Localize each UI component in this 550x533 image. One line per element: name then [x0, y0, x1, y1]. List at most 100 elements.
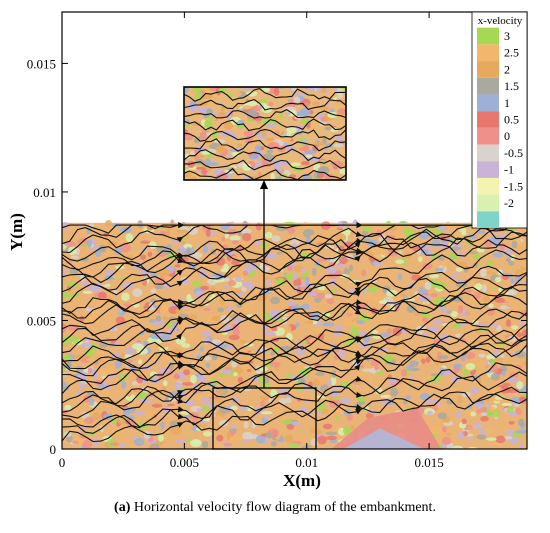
contour-patch [202, 405, 210, 413]
contour-patch [62, 354, 72, 360]
contour-patch [516, 381, 524, 390]
contour-patch [194, 392, 202, 402]
streamline-arrow [354, 255, 361, 262]
axes-frame [61, 11, 528, 450]
contour-patch [419, 392, 430, 401]
contour-patch [486, 260, 495, 267]
contour-patch [264, 231, 273, 239]
contour-patch [380, 248, 386, 257]
contour-patch [481, 412, 488, 416]
contour-patch [397, 273, 403, 281]
inset-contour-patch [302, 144, 310, 153]
contour-patch [223, 263, 229, 271]
contour-patch [160, 333, 171, 343]
contour-patch [191, 280, 203, 287]
inset-contour-patch [261, 129, 267, 137]
inset-contour-patch [312, 144, 319, 152]
inset-contour-patch [315, 171, 325, 179]
contour-patch [330, 376, 337, 386]
inset-streamlines [184, 87, 346, 180]
contour-patch [326, 297, 334, 305]
contour-patch [139, 398, 152, 404]
contour-patch [210, 286, 216, 291]
contour-patch [333, 324, 344, 330]
inset-contour-patch [312, 101, 320, 107]
inset-contour-patch [289, 174, 297, 178]
contour-patch [207, 244, 212, 250]
streamlines [62, 222, 527, 443]
x-tick-label: 0.015 [414, 455, 443, 470]
colorbar-level-label: 1.5 [504, 79, 519, 93]
colorbar-level-label: 1 [504, 96, 510, 110]
contour-patch [438, 355, 449, 360]
contour-patch [417, 256, 423, 263]
contour-patch [372, 254, 382, 260]
contour-patch [343, 341, 355, 347]
contour-patch [98, 244, 107, 253]
contour-patch [381, 398, 391, 405]
streamline-arrow [355, 231, 363, 237]
contour-patch [158, 434, 164, 442]
colorbar-level-label: -1 [504, 163, 514, 177]
contour-patch [325, 266, 337, 274]
inset-contour-patch [319, 106, 330, 111]
contour-patch [159, 240, 170, 244]
contour-patch [439, 367, 445, 376]
contour-patch [361, 368, 372, 373]
contour-patch [228, 334, 240, 341]
contour-patch [494, 357, 504, 362]
contour-patch [339, 397, 352, 405]
contour-patch [175, 439, 188, 444]
contour-patch [315, 371, 325, 376]
contour-patch [264, 415, 269, 420]
contour-patch [227, 228, 238, 236]
inset-contour-patch [290, 162, 301, 167]
contour-patch [317, 435, 327, 445]
contour-patch [486, 408, 492, 417]
contour-patch [200, 330, 212, 336]
contour-patch [493, 349, 499, 357]
contour-patch [203, 431, 212, 437]
contour-patch [295, 322, 300, 328]
colorbar-legend: x-velocity 3 2.5 2 1.5 1 0.5 0 -0.5 -1 -1.5 -2 [471, 11, 528, 229]
contour-patch [64, 297, 77, 302]
contour-patch [470, 411, 477, 417]
contour-patch [214, 411, 223, 417]
contour-patch [200, 396, 210, 404]
contour-patch [504, 306, 517, 315]
contour-patch [125, 346, 135, 356]
contour-patch [454, 270, 459, 277]
contour-patch [205, 362, 211, 368]
inset-contour-patch [242, 176, 250, 180]
streamline [62, 310, 527, 395]
contour-patch [271, 235, 281, 242]
contour-patch [117, 308, 123, 314]
contour-patch [519, 396, 527, 403]
contour-patch [405, 395, 411, 400]
contour-patch [189, 333, 197, 338]
contour-patch [292, 272, 298, 281]
contour-patch [507, 376, 519, 383]
contour-patch [137, 220, 143, 229]
colorbar-level-label: -1.5 [504, 179, 523, 193]
y-tick-label: 0.005 [27, 313, 56, 328]
contour-patch [361, 230, 369, 236]
contour-patch [366, 327, 374, 334]
colorbar-swatch [477, 94, 499, 112]
inset-contour-patch [337, 91, 343, 99]
contour-patch [472, 237, 484, 247]
contour-patch [476, 322, 488, 327]
streamline [62, 273, 527, 315]
contour-patch [211, 316, 221, 321]
contour-patch [421, 317, 428, 323]
contour-patch [480, 268, 488, 278]
contour-patch [264, 331, 276, 337]
streamline [62, 338, 527, 413]
contour-patch [187, 226, 199, 236]
contour-patch [301, 303, 310, 310]
contour-patch [467, 234, 478, 239]
streamline-arrow [177, 406, 185, 413]
inset-contour-patch [254, 144, 261, 153]
contour-patch [519, 442, 524, 449]
contour-patch [186, 246, 191, 256]
